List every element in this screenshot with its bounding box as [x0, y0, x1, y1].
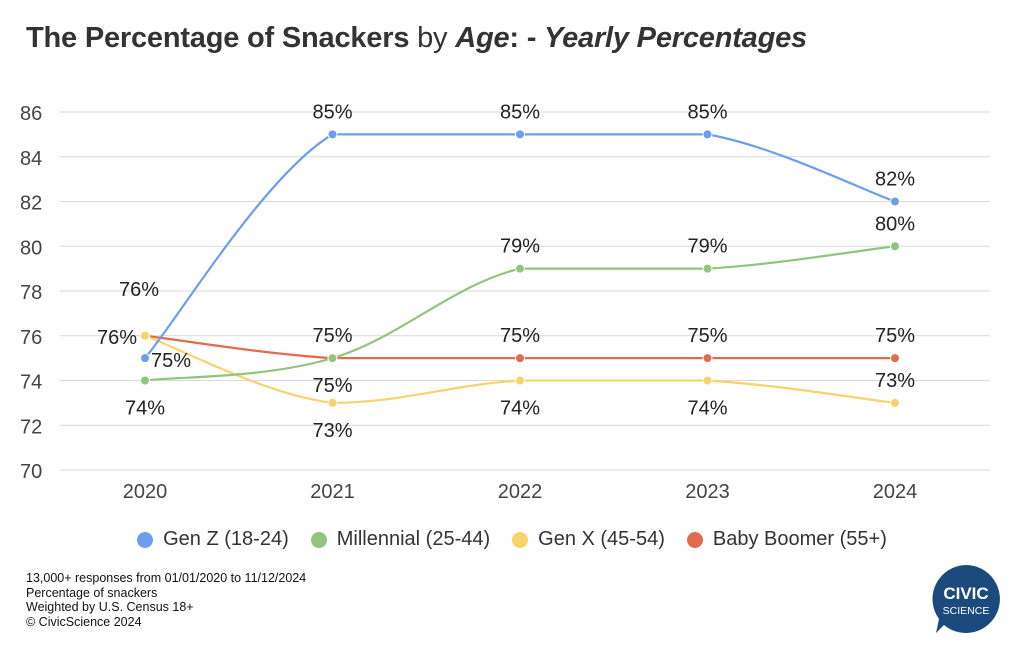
data-label: 85%: [312, 101, 352, 123]
logo-badge: [932, 565, 1000, 633]
y-tick-label: 78: [20, 282, 42, 304]
data-label: 75%: [151, 350, 191, 372]
title-part: Yearly Percentages: [544, 22, 807, 54]
data-label: 73%: [875, 370, 915, 392]
data-point: [702, 129, 713, 140]
data-labels: 75% 85% 85% 85% 82% 74% 75% 79% 79% 80% 76% 73% 74% 7…: [97, 101, 915, 442]
series-line: [144, 133, 896, 359]
legend-item: Millennial (25-44): [310, 528, 491, 551]
series-points: [140, 129, 900, 408]
legend-label: Gen Z (18-24): [163, 528, 289, 550]
data-label: 85%: [687, 101, 727, 123]
data-label: 73%: [312, 420, 352, 442]
data-label: 75%: [312, 325, 352, 347]
data-label: 75%: [312, 375, 352, 397]
data-point: [702, 263, 713, 274]
data-point: [890, 241, 900, 252]
legend-item: Gen X (45-54): [512, 528, 665, 551]
data-point: [890, 196, 900, 207]
data-point: [515, 353, 525, 364]
logo-text-line1: CIVIC: [943, 584, 988, 603]
x-tick-label: 2023: [685, 481, 730, 503]
footnote-line: Percentage of snackers: [26, 585, 158, 600]
footnote-line: © CivicScience 2024: [26, 614, 142, 629]
data-point: [515, 263, 525, 274]
data-point: [327, 129, 338, 140]
footnotes: 13,000+ responses from 01/01/2020 to 11/…: [26, 571, 306, 629]
data-label: 79%: [500, 236, 540, 258]
data-label: 74%: [500, 398, 540, 420]
data-point: [140, 375, 150, 386]
legend-swatch: [137, 531, 154, 548]
legend-swatch: [686, 531, 703, 548]
y-axis-ticks: 70 72 74 76 78 80 82 84 86: [20, 103, 42, 483]
y-tick-label: 76: [20, 327, 42, 349]
civicscience-logo: CIVIC SCIENCE: [932, 565, 1000, 633]
data-point: [327, 397, 338, 408]
legend-swatch: [310, 531, 327, 548]
data-label: 85%: [500, 101, 540, 123]
data-point: [140, 330, 150, 341]
data-label: 75%: [500, 325, 540, 347]
y-tick-label: 70: [20, 461, 42, 483]
data-label: 80%: [875, 213, 915, 235]
data-label: 75%: [687, 325, 727, 347]
legend-label: Gen X (45-54): [538, 528, 665, 550]
data-label: 82%: [875, 169, 915, 191]
title-part: : -: [509, 22, 545, 54]
data-point: [515, 375, 525, 386]
data-label: 76%: [97, 327, 137, 349]
logo-text-line2: SCIENCE: [943, 605, 990, 617]
y-tick-label: 72: [20, 416, 42, 438]
y-tick-label: 80: [20, 237, 42, 259]
data-label: 74%: [687, 398, 727, 420]
chart-title: The Percentage of Snackers by Age: - Yea…: [26, 22, 807, 55]
y-tick-label: 84: [20, 148, 42, 170]
data-point: [515, 129, 525, 140]
y-tick-label: 82: [20, 193, 42, 215]
footnote-line: 13,000+ responses from 01/01/2020 to 11/…: [26, 571, 307, 585]
title-part: by: [409, 22, 456, 54]
x-tick-label: 2024: [873, 481, 918, 503]
data-point: [327, 353, 338, 364]
legend-label: Millennial (25-44): [336, 528, 491, 550]
data-label: 76%: [119, 279, 159, 301]
data-point: [890, 397, 900, 408]
data-point: [702, 375, 713, 386]
x-tick-label: 2021: [310, 481, 355, 503]
footnote-line: Weighted by U.S. Census 18+: [26, 600, 194, 614]
y-tick-label: 74: [20, 372, 42, 394]
legend-item: Baby Boomer (55+): [686, 528, 887, 551]
legend-item: Gen Z (18-24): [137, 528, 289, 551]
data-label: 75%: [875, 325, 915, 347]
data-label: 74%: [125, 398, 165, 420]
legend-label: Baby Boomer (55+): [712, 528, 887, 550]
x-axis-ticks: 2020 2021 2022 2023 2024: [123, 481, 918, 503]
data-label: 79%: [687, 236, 727, 258]
title-part: Age: [455, 22, 510, 54]
x-tick-label: 2020: [123, 481, 168, 503]
data-point: [890, 353, 900, 364]
data-point: [702, 353, 713, 364]
x-tick-label: 2022: [498, 481, 543, 503]
data-point: [140, 353, 150, 364]
title-part: The Percentage of Snackers: [26, 22, 410, 54]
legend: Gen Z (18-24) Millennial (25-44) Gen X (45…: [0, 528, 1024, 551]
y-tick-label: 86: [20, 103, 42, 125]
legend-swatch: [512, 531, 529, 548]
